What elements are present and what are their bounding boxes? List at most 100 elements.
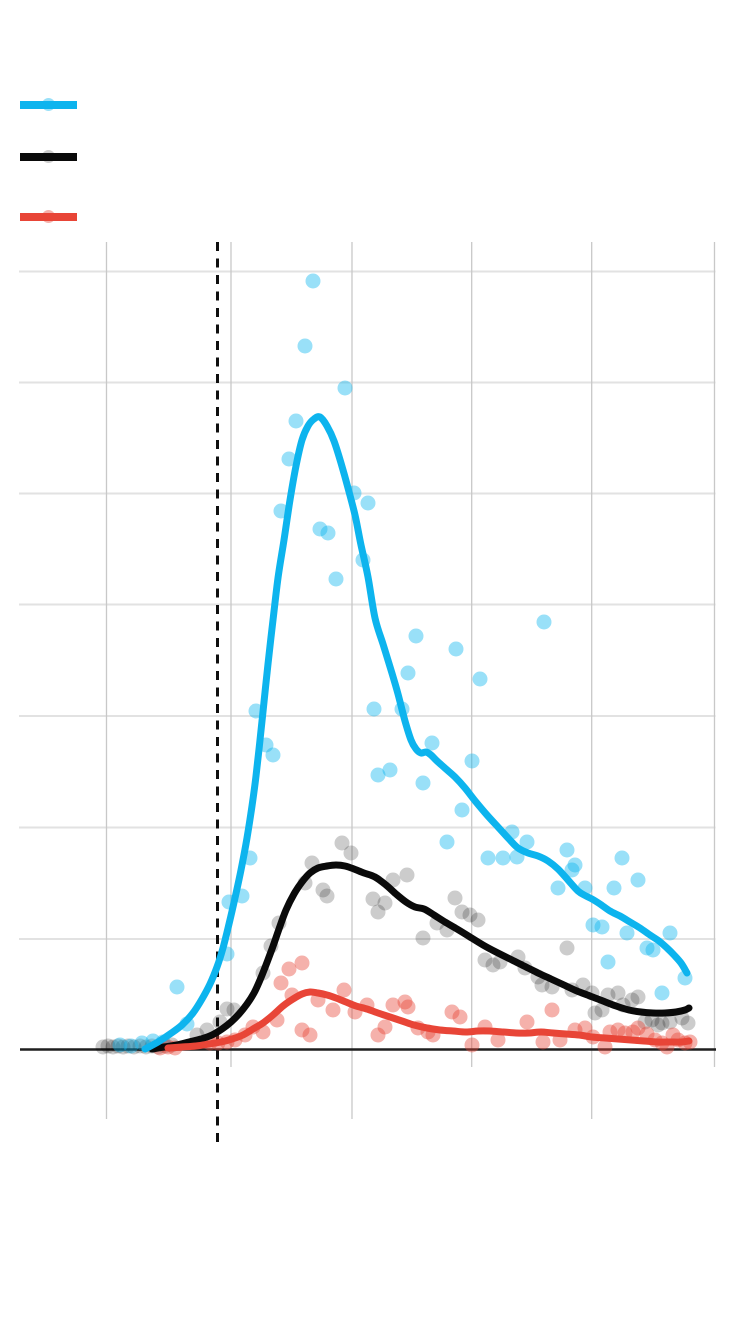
data-point-blue xyxy=(408,628,424,644)
data-point-black xyxy=(447,890,463,906)
data-point-red xyxy=(370,1027,386,1043)
legend xyxy=(0,0,750,242)
data-point-black xyxy=(477,952,493,968)
data-point-blue xyxy=(630,872,646,888)
data-point-red xyxy=(452,1009,468,1025)
data-point-red xyxy=(397,994,413,1010)
data-point-red xyxy=(325,1002,341,1018)
data-point-black xyxy=(377,895,393,911)
data-point-red xyxy=(400,999,416,1015)
legend-line-swatch xyxy=(20,152,77,161)
data-point-red xyxy=(490,1032,506,1048)
data-point-black xyxy=(470,912,486,928)
data-point-black xyxy=(662,1014,678,1030)
legend-item-blue xyxy=(20,98,77,111)
data-point-blue xyxy=(169,979,185,995)
data-point-red xyxy=(302,1027,318,1043)
data-point-blue xyxy=(337,380,353,396)
scatter-points-blue xyxy=(112,273,693,1054)
data-point-black xyxy=(219,1001,235,1017)
data-point-black xyxy=(485,957,501,973)
data-point-blue xyxy=(360,495,376,511)
data-point-black xyxy=(319,888,335,904)
data-point-blue xyxy=(519,834,535,850)
data-point-red xyxy=(535,1034,551,1050)
data-point-black xyxy=(315,882,331,898)
data-point-blue xyxy=(320,525,336,541)
data-point-black xyxy=(654,1015,670,1031)
data-point-red xyxy=(281,961,297,977)
data-point-red xyxy=(294,955,310,971)
data-point-black xyxy=(110,1038,126,1054)
data-point-red xyxy=(377,1019,393,1035)
vertical-gridlines xyxy=(105,242,716,1119)
data-point-red xyxy=(464,1037,480,1053)
data-point-black xyxy=(534,977,550,993)
data-point-blue xyxy=(564,862,580,878)
data-point-black xyxy=(587,1005,603,1021)
data-point-black xyxy=(650,1017,666,1033)
data-point-red xyxy=(610,1022,626,1038)
data-point-blue xyxy=(112,1037,128,1053)
data-point-black xyxy=(95,1039,111,1055)
data-point-black xyxy=(399,867,415,883)
data-point-blue xyxy=(559,842,575,858)
data-point-blue xyxy=(265,747,281,763)
data-point-black xyxy=(594,1002,610,1018)
data-point-blue xyxy=(328,571,344,587)
data-point-black xyxy=(630,989,646,1005)
data-point-blue xyxy=(297,338,313,354)
data-point-blue xyxy=(366,701,382,717)
data-point-black xyxy=(415,930,431,946)
data-point-black xyxy=(120,1038,136,1054)
data-point-red xyxy=(597,1039,613,1055)
data-point-blue xyxy=(448,641,464,657)
data-point-blue xyxy=(495,850,511,866)
data-point-red xyxy=(577,1020,593,1036)
data-point-red xyxy=(294,1022,310,1038)
data-point-black xyxy=(462,907,478,923)
data-point-black xyxy=(637,1014,653,1030)
legend-item-black xyxy=(20,150,77,163)
data-point-black xyxy=(454,904,470,920)
data-point-blue xyxy=(619,925,635,941)
data-point-blue xyxy=(550,880,566,896)
data-point-red xyxy=(444,1004,460,1020)
data-point-blue xyxy=(594,919,610,935)
data-point-blue xyxy=(439,834,455,850)
data-point-red xyxy=(336,982,352,998)
data-point-blue xyxy=(312,521,328,537)
data-point-black xyxy=(370,904,386,920)
data-point-black xyxy=(680,1015,696,1031)
data-point-black xyxy=(105,1039,121,1055)
data-point-black xyxy=(115,1039,131,1055)
data-point-blue xyxy=(424,735,440,751)
data-point-black xyxy=(100,1038,116,1054)
data-point-blue xyxy=(662,925,678,941)
data-point-blue xyxy=(585,917,601,933)
data-point-blue xyxy=(639,940,655,956)
data-point-blue xyxy=(305,273,321,289)
data-point-blue xyxy=(600,954,616,970)
data-point-red xyxy=(625,1024,641,1040)
data-point-blue xyxy=(382,762,398,778)
data-point-blue xyxy=(454,802,470,818)
data-point-black xyxy=(610,985,626,1001)
data-point-blue xyxy=(400,665,416,681)
data-point-black xyxy=(624,992,640,1008)
data-point-blue xyxy=(480,850,496,866)
data-point-black xyxy=(559,940,575,956)
data-point-red xyxy=(385,997,401,1013)
data-point-blue xyxy=(288,413,304,429)
data-point-black xyxy=(334,835,350,851)
data-point-blue xyxy=(614,850,630,866)
data-point-black xyxy=(343,845,359,861)
data-point-blue xyxy=(281,451,297,467)
data-point-blue xyxy=(415,775,431,791)
legend-line-swatch xyxy=(20,212,77,221)
legend-line-swatch xyxy=(20,100,77,109)
data-point-blue xyxy=(370,767,386,783)
data-point-blue xyxy=(654,985,670,1001)
